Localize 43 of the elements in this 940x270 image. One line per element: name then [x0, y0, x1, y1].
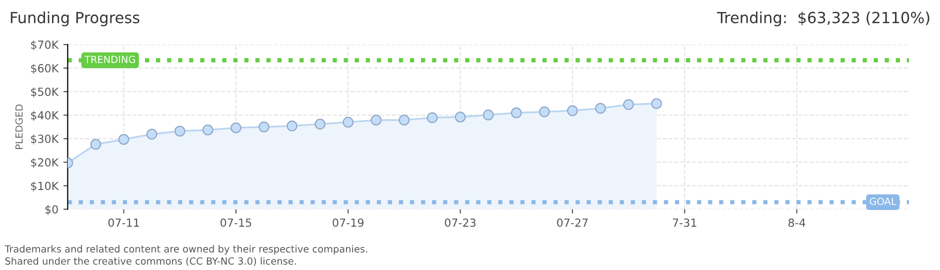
- point: [567, 105, 578, 116]
- point: [314, 118, 326, 130]
- point: [286, 120, 298, 132]
- y-axis-title: PLEDGED: [15, 104, 23, 149]
- point: [174, 126, 186, 137]
- x-tick-label: 07-15: [220, 218, 252, 227]
- point: [651, 98, 662, 110]
- y-tick-label: $10K: [31, 182, 59, 192]
- point: [510, 107, 522, 118]
- x-tick-label: 07-27: [557, 218, 588, 227]
- y-tick-label: $70K: [31, 40, 59, 50]
- x-tick-label: 07-23: [444, 218, 476, 227]
- y-tick-label: $20K: [31, 158, 59, 168]
- point: [426, 112, 438, 124]
- point: [482, 109, 494, 120]
- text: Shared under the creative commons (CC BY-NC 3.0) license.: [5, 257, 296, 266]
- point: [370, 114, 382, 126]
- point: [230, 122, 242, 134]
- point: [623, 99, 634, 110]
- text: Trademarks and related content are owned by their respective companies.: [4, 245, 368, 254]
- y-tick-label: $30K: [31, 134, 59, 145]
- point: [398, 114, 410, 126]
- point: [595, 102, 606, 114]
- x-tick-label: 07-19: [332, 218, 364, 227]
- point: [146, 128, 158, 140]
- point: [118, 134, 130, 145]
- y-tick-label: $60K: [31, 64, 59, 74]
- y-tick-label: $50K: [31, 87, 59, 98]
- point: [258, 121, 270, 132]
- chart-title: Funding Progress: [10, 12, 140, 26]
- point: [539, 106, 550, 118]
- ref-line-label: TRENDING: [84, 56, 135, 64]
- text: Trending: $63,323 (2110%): [716, 12, 930, 26]
- x-tick-label: 8-4: [788, 218, 806, 227]
- point: [342, 116, 354, 128]
- y-tick-label: $40K: [31, 110, 59, 121]
- ref-line-label: GOAL: [870, 198, 896, 206]
- point: [202, 124, 214, 136]
- point: [454, 112, 466, 122]
- x-tick-label: 07-11: [108, 218, 139, 227]
- x-tick-label: 7-31: [672, 218, 696, 227]
- point: [90, 138, 102, 150]
- y-tick-label: $0: [45, 205, 58, 216]
